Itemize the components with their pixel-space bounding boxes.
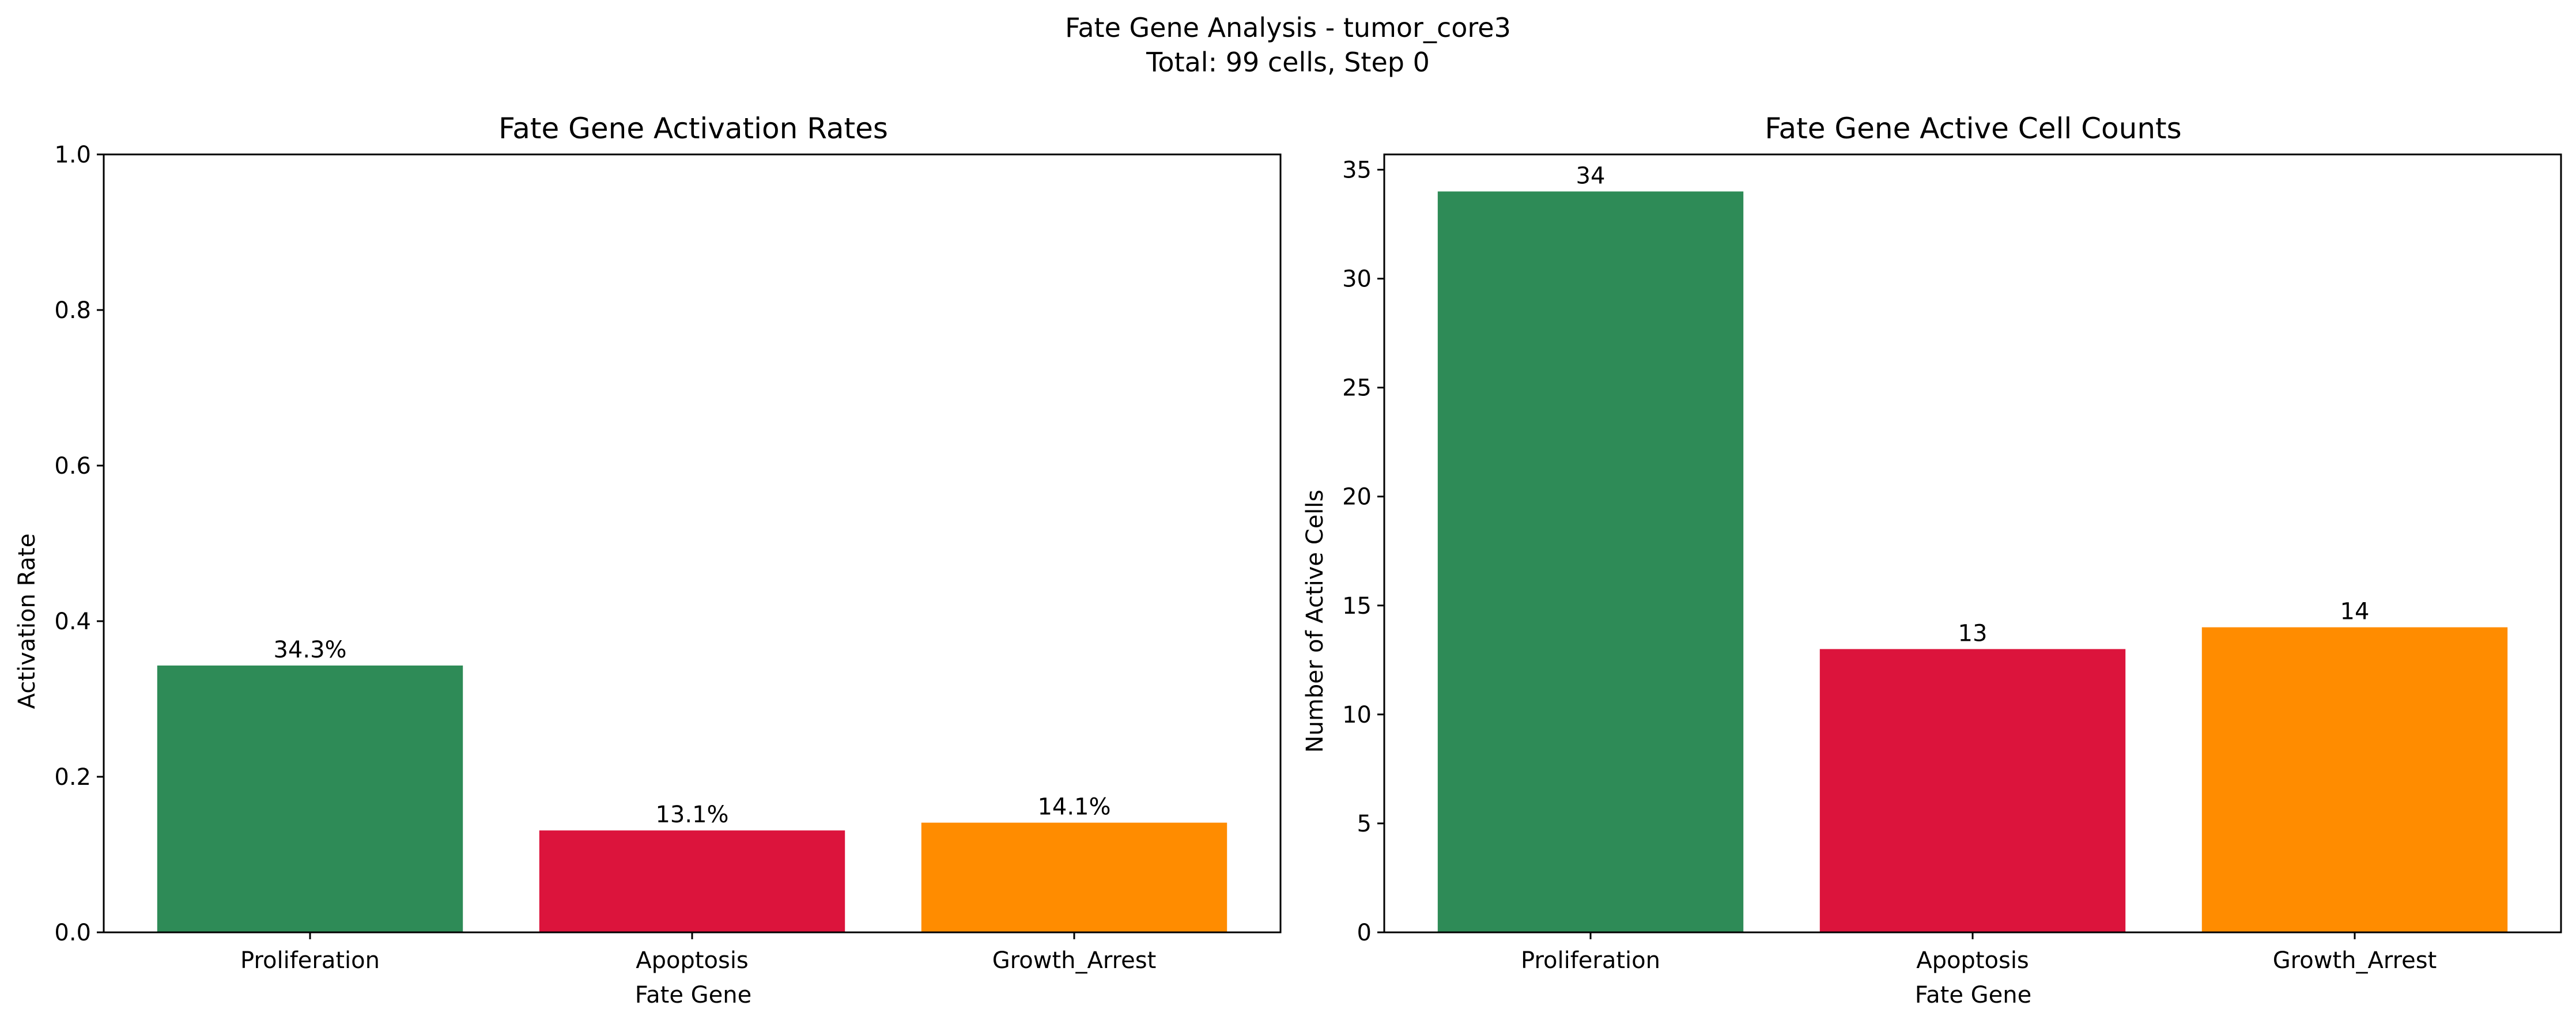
y-tick-label: 0.8 [54,297,91,324]
bar-value-label: 34.3% [273,637,346,663]
bar-value-label: 34 [1576,162,1606,189]
activation-rate-chart: Fate Gene Activation Rates Fate Gene Act… [14,112,1281,1008]
bar-value-label: 13.1% [655,802,728,828]
bar-growth-arrest [921,823,1227,932]
bar-proliferation [1438,191,1743,932]
y-axis-label: Activation Rate [14,534,40,709]
x-tick-label: Proliferation [1521,947,1660,974]
y-tick-label: 30 [1342,266,1372,293]
y-tick-label: 25 [1342,375,1372,402]
y-tick-label: 1.0 [54,142,91,168]
x-tick-label: Apoptosis [1916,947,2029,974]
y-tick-label: 0 [1357,920,1372,946]
chart-title: Fate Gene Active Cell Counts [1765,112,2181,145]
y-tick-label: 0.6 [54,453,91,479]
x-tick-label: Apoptosis [636,947,749,974]
y-axis-label: Number of Active Cells [1302,490,1328,753]
bar-apoptosis [1820,649,2125,932]
x-tick-label: Growth_Arrest [992,947,1157,974]
y-tick-label: 0.2 [54,764,91,791]
figure-title-line1: Fate Gene Analysis - tumor_core3 [1065,12,1511,43]
y-tick-label: 0.4 [54,609,91,635]
figure-title-line2: Total: 99 cells, Step 0 [1146,47,1430,78]
active-cell-count-chart: Fate Gene Active Cell Counts Fate Gene N… [1302,112,2561,1008]
x-tick-label: Growth_Arrest [2273,947,2437,974]
bar-value-label: 14.1% [1037,794,1111,821]
x-axis-label: Fate Gene [1915,982,2031,1008]
x-axis-label: Fate Gene [635,982,751,1008]
x-tick-label: Proliferation [240,947,380,974]
y-tick-label: 0.0 [54,920,91,946]
y-tick-label: 20 [1342,484,1372,511]
bar-value-label: 14 [2340,599,2370,625]
y-tick-label: 10 [1342,702,1372,728]
bar-growth-arrest [2202,628,2507,932]
y-tick-label: 35 [1342,157,1372,183]
bar-value-label: 13 [1958,620,1988,647]
chart-title: Fate Gene Activation Rates [498,112,888,145]
y-tick-label: 5 [1357,811,1372,837]
y-tick-label: 15 [1342,593,1372,619]
bar-apoptosis [539,830,845,932]
bar-proliferation [157,666,463,932]
